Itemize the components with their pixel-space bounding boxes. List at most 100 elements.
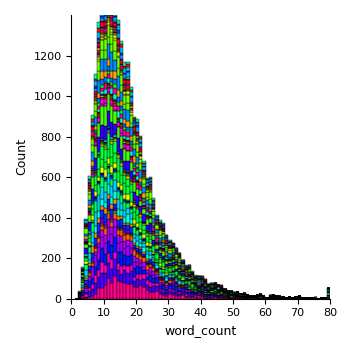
Bar bbox=[88, 297, 91, 299]
Bar bbox=[133, 238, 136, 243]
Bar bbox=[110, 142, 113, 144]
Bar bbox=[123, 170, 126, 171]
Bar bbox=[120, 136, 123, 149]
Bar bbox=[104, 243, 107, 254]
Bar bbox=[133, 182, 136, 192]
Bar bbox=[156, 291, 159, 299]
Bar bbox=[97, 210, 100, 218]
Bar bbox=[130, 112, 133, 115]
Bar bbox=[84, 280, 88, 283]
Bar bbox=[165, 267, 168, 268]
Bar bbox=[156, 244, 159, 245]
Bar bbox=[104, 103, 107, 106]
Bar bbox=[104, 94, 107, 95]
Bar bbox=[146, 188, 149, 189]
Bar bbox=[126, 233, 130, 234]
Bar bbox=[227, 294, 230, 295]
Bar bbox=[143, 247, 146, 252]
Bar bbox=[130, 182, 133, 184]
Bar bbox=[100, 142, 104, 143]
Bar bbox=[113, 211, 117, 213]
Bar bbox=[168, 247, 171, 248]
Bar bbox=[126, 203, 130, 208]
Bar bbox=[175, 254, 178, 257]
Bar bbox=[110, 222, 113, 227]
Bar bbox=[139, 144, 143, 147]
Bar bbox=[97, 50, 100, 53]
Bar bbox=[126, 145, 130, 150]
Bar bbox=[171, 254, 175, 255]
Bar bbox=[149, 239, 152, 243]
Bar bbox=[84, 257, 88, 258]
Bar bbox=[191, 297, 194, 299]
Bar bbox=[191, 289, 194, 290]
Bar bbox=[162, 250, 165, 251]
Bar bbox=[201, 287, 204, 288]
Bar bbox=[117, 154, 120, 155]
Bar bbox=[146, 290, 149, 299]
Bar bbox=[113, 237, 117, 251]
Bar bbox=[149, 271, 152, 275]
Bar bbox=[136, 251, 139, 252]
Bar bbox=[178, 279, 181, 280]
Bar bbox=[88, 215, 91, 221]
Bar bbox=[97, 113, 100, 114]
Bar bbox=[175, 251, 178, 252]
Bar bbox=[133, 156, 136, 163]
Bar bbox=[171, 256, 175, 257]
Bar bbox=[133, 144, 136, 149]
Bar bbox=[162, 227, 165, 228]
Bar bbox=[156, 262, 159, 263]
Bar bbox=[123, 265, 126, 270]
Bar bbox=[94, 81, 97, 86]
Bar bbox=[143, 243, 146, 247]
Bar bbox=[126, 201, 130, 202]
Bar bbox=[178, 262, 181, 263]
Bar bbox=[168, 283, 171, 284]
Bar bbox=[165, 250, 168, 251]
Bar bbox=[120, 149, 123, 160]
Bar bbox=[178, 283, 181, 284]
Bar bbox=[136, 209, 139, 215]
Bar bbox=[217, 290, 220, 291]
Bar bbox=[146, 264, 149, 265]
Bar bbox=[81, 296, 84, 297]
Bar bbox=[159, 225, 162, 226]
Bar bbox=[88, 209, 91, 211]
Bar bbox=[133, 243, 136, 245]
Bar bbox=[104, 35, 107, 36]
Bar bbox=[100, 206, 104, 210]
Bar bbox=[133, 205, 136, 207]
Bar bbox=[165, 296, 168, 299]
Bar bbox=[168, 281, 171, 283]
Bar bbox=[136, 253, 139, 254]
Bar bbox=[152, 204, 156, 205]
Bar bbox=[97, 169, 100, 177]
Bar bbox=[91, 169, 94, 170]
Bar bbox=[171, 284, 175, 290]
Bar bbox=[191, 277, 194, 278]
Bar bbox=[104, 225, 107, 227]
Bar bbox=[113, 141, 117, 153]
Bar bbox=[117, 24, 120, 25]
Bar bbox=[130, 106, 133, 108]
Bar bbox=[110, 197, 113, 205]
Bar bbox=[126, 225, 130, 231]
Bar bbox=[175, 264, 178, 265]
Bar bbox=[110, 52, 113, 71]
Bar bbox=[130, 180, 133, 181]
Bar bbox=[204, 279, 207, 280]
Bar bbox=[171, 270, 175, 271]
Bar bbox=[165, 253, 168, 255]
Bar bbox=[126, 84, 130, 85]
Bar bbox=[146, 178, 149, 179]
Bar bbox=[100, 10, 104, 16]
Bar bbox=[204, 280, 207, 281]
Bar bbox=[107, 219, 110, 227]
Bar bbox=[130, 157, 133, 159]
Bar bbox=[175, 253, 178, 254]
Bar bbox=[113, 124, 117, 136]
Bar bbox=[117, 235, 120, 243]
Bar bbox=[327, 289, 330, 290]
Bar bbox=[149, 190, 152, 191]
